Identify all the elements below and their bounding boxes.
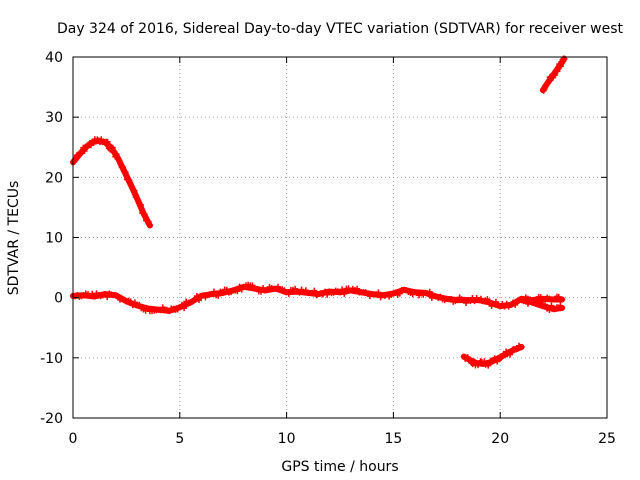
data-point	[324, 291, 331, 298]
series-upper-arc	[70, 136, 153, 229]
x-tick-label: 5	[175, 431, 184, 447]
data-point	[257, 288, 264, 295]
data-point	[131, 187, 138, 194]
data-point	[471, 298, 478, 305]
y-axis-label: SDTVAR / TECUs	[6, 181, 22, 296]
series-main-band	[70, 281, 566, 315]
data-point	[104, 138, 111, 145]
data-point	[196, 297, 203, 304]
data-point	[375, 289, 382, 296]
x-tick-label: 0	[69, 431, 78, 447]
data-point	[557, 62, 564, 69]
data-point	[219, 289, 226, 296]
data-point	[117, 160, 124, 167]
data-point	[145, 218, 152, 225]
data-point	[311, 287, 318, 294]
data-point	[114, 293, 121, 300]
data-point	[136, 301, 143, 308]
data-point	[264, 287, 271, 294]
data-point	[554, 68, 561, 75]
data-point	[555, 293, 562, 300]
data-point	[72, 156, 79, 163]
data-point	[249, 282, 256, 289]
y-tick-label: 40	[45, 50, 63, 66]
data-point	[557, 63, 564, 70]
data-point	[354, 285, 361, 292]
data-point	[109, 144, 116, 151]
data-point	[91, 293, 98, 300]
data-point	[215, 292, 222, 299]
y-tick-label: 10	[45, 231, 63, 247]
series-lower-arc	[460, 342, 525, 369]
y-tick-label: -10	[40, 351, 63, 367]
data-point	[122, 168, 129, 175]
data-point	[131, 299, 138, 306]
data-layer	[70, 55, 568, 369]
data-point	[146, 222, 153, 229]
data-point	[81, 147, 88, 154]
data-point	[137, 201, 144, 208]
data-point	[464, 354, 471, 361]
y-tick-label: 20	[45, 170, 63, 186]
data-point	[127, 181, 134, 188]
data-point	[551, 72, 558, 79]
x-tick-label: 25	[598, 431, 616, 447]
data-point	[116, 157, 123, 164]
data-point	[126, 177, 133, 184]
data-point	[234, 288, 241, 295]
data-point	[210, 288, 217, 295]
data-point	[559, 296, 566, 303]
tick-layer: 0 5 10 15 20 25 -20 -10 0 10 20 30 40	[40, 50, 616, 447]
data-point	[485, 362, 492, 369]
y-tick-label: -20	[40, 411, 63, 427]
x-tick-label: 10	[278, 431, 296, 447]
data-point	[104, 294, 111, 301]
data-point	[524, 300, 531, 307]
data-point	[341, 290, 348, 297]
x-tick-label: 20	[491, 431, 509, 447]
y-tick-label: 0	[54, 291, 63, 307]
data-point	[178, 301, 185, 308]
x-axis-label: GPS time / hours	[281, 459, 398, 475]
data-point	[181, 305, 188, 312]
data-point	[285, 290, 292, 297]
data-point	[546, 307, 553, 314]
data-point	[426, 288, 433, 295]
data-point	[537, 299, 544, 306]
data-point	[141, 211, 148, 218]
series-lower-band	[518, 296, 566, 314]
data-point	[518, 344, 525, 351]
data-point	[119, 164, 126, 171]
series-upper-right	[539, 55, 568, 94]
data-point	[486, 299, 493, 306]
data-point	[548, 302, 555, 309]
data-point	[396, 290, 403, 297]
x-tick-label: 15	[384, 431, 402, 447]
data-point	[113, 151, 120, 158]
data-point	[542, 301, 549, 308]
data-point	[512, 301, 519, 308]
data-point	[484, 296, 491, 303]
data-point	[559, 304, 566, 311]
y-tick-label: 30	[45, 110, 63, 126]
data-point	[127, 298, 134, 305]
grid-layer	[73, 57, 607, 418]
chart-title: Day 324 of 2016, Sidereal Day-to-day VTE…	[57, 21, 624, 37]
